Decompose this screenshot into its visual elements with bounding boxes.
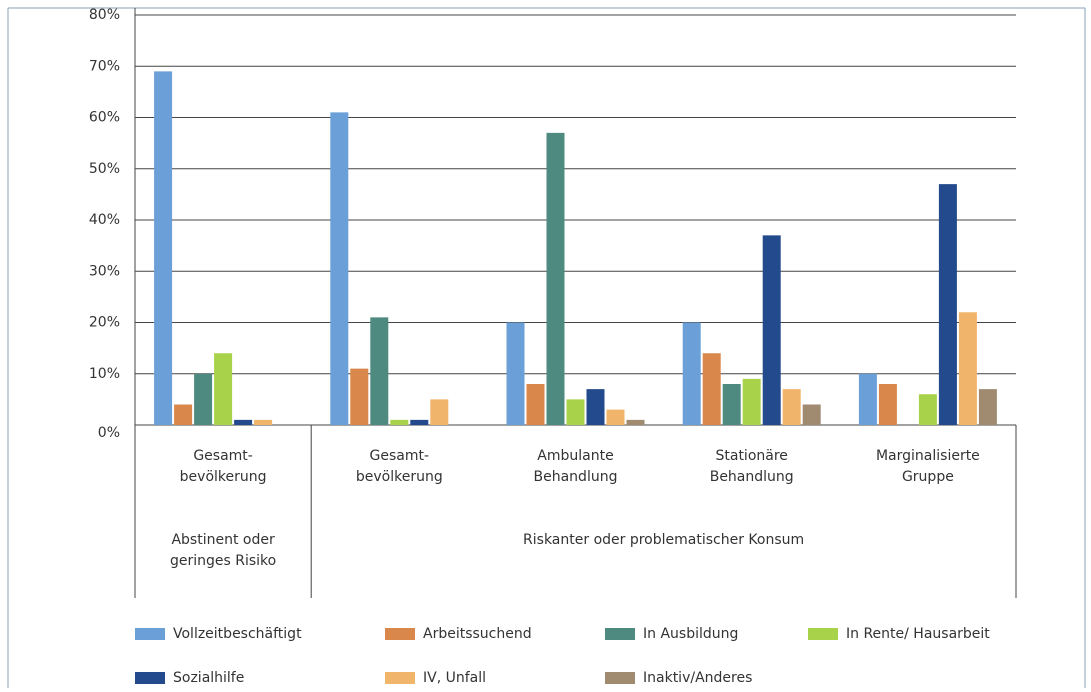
legend-label: Sozialhilfe bbox=[173, 670, 244, 686]
y-tick-label: 50% bbox=[89, 161, 120, 177]
bar bbox=[722, 384, 741, 425]
legend-label: Vollzeitbeschäftigt bbox=[173, 626, 302, 642]
bar bbox=[390, 419, 409, 425]
bar bbox=[350, 368, 369, 425]
bar bbox=[430, 399, 449, 425]
bar bbox=[410, 419, 429, 425]
bar bbox=[682, 322, 701, 425]
bar bbox=[526, 384, 545, 425]
group-label: Riskanter oder problematischer Konsum bbox=[523, 532, 804, 548]
bar bbox=[174, 404, 193, 425]
bar bbox=[546, 132, 565, 425]
x-tick-label: Gesamt-bevölkerung bbox=[180, 448, 267, 485]
bar bbox=[802, 404, 821, 425]
y-tick-label: 0% bbox=[98, 425, 120, 441]
legend-swatch bbox=[605, 672, 635, 684]
bar bbox=[154, 71, 173, 425]
y-tick-label: 80% bbox=[89, 7, 120, 23]
bar bbox=[762, 235, 781, 425]
legend-swatch bbox=[385, 672, 415, 684]
bar bbox=[330, 112, 349, 425]
y-tick-label: 40% bbox=[89, 212, 120, 228]
x-tick-label: Ambulante Behandlung bbox=[534, 448, 618, 485]
bar bbox=[702, 353, 721, 425]
bar bbox=[626, 419, 645, 425]
bar bbox=[606, 409, 625, 425]
bar bbox=[978, 389, 997, 425]
bar bbox=[214, 353, 233, 425]
bar bbox=[370, 317, 389, 425]
y-tick-label: 20% bbox=[89, 315, 120, 331]
bar bbox=[782, 389, 801, 425]
bar bbox=[958, 312, 977, 425]
legend-label: IV, Unfall bbox=[423, 670, 486, 686]
group-label: Abstinent oder geringes Risiko bbox=[170, 532, 276, 569]
legend-label: Inaktiv/Anderes bbox=[643, 670, 752, 686]
x-tick-label: Stationäre Behandlung bbox=[710, 448, 794, 485]
bar bbox=[566, 399, 585, 425]
legend-swatch bbox=[605, 628, 635, 640]
x-tick-label: Marginalisierte Gruppe bbox=[876, 448, 980, 485]
bar bbox=[254, 419, 273, 425]
legend-swatch bbox=[385, 628, 415, 640]
legend-swatch bbox=[135, 628, 165, 640]
legend-swatch bbox=[135, 672, 165, 684]
legend-label: Arbeitssuchend bbox=[423, 626, 532, 642]
legend-label: In Ausbildung bbox=[643, 626, 738, 642]
y-tick-label: 60% bbox=[89, 110, 120, 126]
legend-swatch bbox=[808, 628, 838, 640]
bar bbox=[234, 419, 253, 425]
bar bbox=[938, 184, 957, 425]
bar bbox=[742, 378, 761, 425]
legend-label: In Rente/ Hausarbeit bbox=[846, 626, 990, 642]
bar bbox=[586, 389, 605, 425]
y-tick-label: 70% bbox=[89, 58, 120, 74]
y-tick-label: 30% bbox=[89, 263, 120, 279]
bar bbox=[918, 394, 937, 425]
y-tick-label: 10% bbox=[89, 366, 120, 382]
bar bbox=[878, 384, 897, 425]
x-tick-label: Gesamt-bevölkerung bbox=[356, 448, 443, 485]
bar bbox=[506, 322, 525, 425]
bar bbox=[194, 373, 213, 425]
bar bbox=[858, 373, 877, 425]
